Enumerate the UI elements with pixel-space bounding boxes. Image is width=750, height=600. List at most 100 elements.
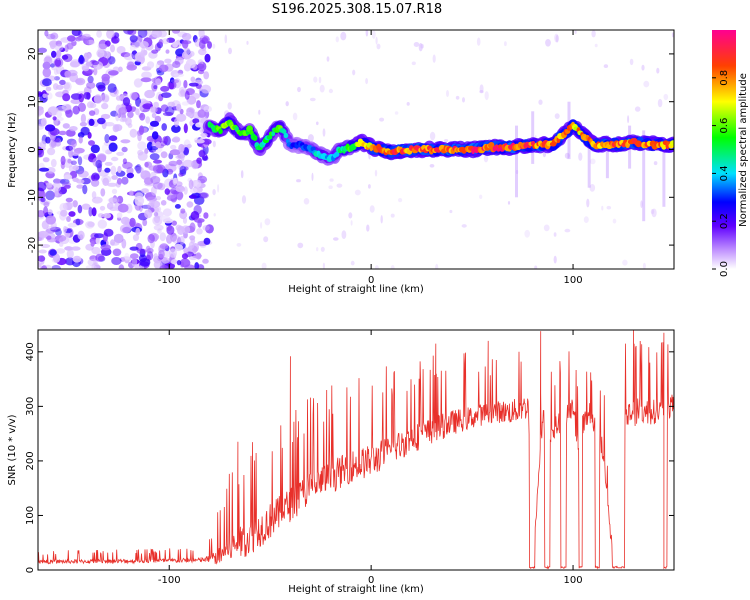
spectrogram-noise-blob (160, 200, 167, 206)
spectrogram-noise-blob (44, 30, 49, 37)
spectrogram-noise-blob (116, 212, 123, 219)
spectrogram-faint-blob (258, 109, 261, 115)
spectrogram-noise-blob (158, 64, 169, 73)
spectrogram-faint-blob (534, 265, 538, 269)
spectrogram-noise-blob (171, 235, 182, 244)
spectrogram-noise-blob (153, 253, 158, 261)
spectrogram-faint-blob (227, 102, 232, 110)
spectrogram-noise-blob (77, 230, 85, 240)
spectrogram-noise-blob (112, 124, 120, 133)
spectrogram-noise-blob (162, 250, 171, 258)
spectrogram-noise-blob (157, 228, 162, 234)
spectrogram-noise-blob (181, 32, 192, 41)
spectrogram-noise-blob (178, 86, 187, 94)
spectrogram-faint-blob (432, 54, 436, 63)
spectrogram-noise-blob (42, 67, 52, 78)
spectrogram-noise-blob (53, 57, 64, 68)
spectrogram-noise-blob (121, 146, 128, 153)
spectrogram-noise-blob (122, 226, 131, 234)
spectrogram-noise-blob (176, 190, 184, 201)
spectrogram-noise-blob (194, 218, 205, 223)
spectrogram-noise-blob (49, 226, 61, 232)
spectrogram-faint-blob (449, 209, 453, 214)
spectrogram-noise-blob (175, 186, 186, 193)
spectrogram-noise-blob (162, 218, 174, 224)
spectrogram-faint-blob (341, 230, 347, 240)
spectrogram-noise-blob (100, 244, 111, 251)
spectrogram-faint-blob (365, 30, 369, 37)
spectrogram-noise-blob (129, 253, 139, 260)
spectrogram-noise-blob (182, 40, 189, 49)
spectrogram-noise-blob (153, 224, 164, 231)
spectrogram-faint-blob (297, 242, 304, 249)
colorbar-tick-label: 0.6 (719, 118, 730, 134)
spectrogram-noise-blob (197, 264, 205, 269)
spectrogram-noise-blob (135, 108, 140, 116)
spectrogram-noise-blob (161, 92, 172, 98)
spectrogram-noise-blob (50, 63, 55, 68)
spectrogram-xtick-label: 0 (368, 275, 374, 286)
spectrogram-noise-blob (55, 234, 67, 242)
spectrogram-noise-blob (127, 111, 134, 119)
spectrogram-noise-blob (64, 44, 69, 53)
spectrogram-noise-blob (78, 136, 83, 144)
spectrogram-noise-blob (118, 264, 125, 269)
spectrogram-noise-blob (172, 177, 178, 185)
spectrogram-noise-blob (110, 44, 115, 53)
spectrogram-noise-blob (111, 36, 120, 44)
spectrogram-noise-blob (108, 135, 118, 142)
spectrogram-faint-blob (671, 32, 674, 38)
spectrogram-noise-blob (112, 248, 122, 257)
snr-ytick-label: 100 (25, 506, 36, 525)
spectrogram-faint-blob (538, 99, 543, 105)
spectrogram-faint-blob (375, 265, 379, 269)
spectrogram-noise-blob (38, 106, 44, 116)
spectrogram-noise-blob (166, 234, 173, 244)
spectrogram-faint-blob (241, 195, 247, 204)
spectrogram-streak (662, 139, 666, 207)
spectrogram-noise-blob (53, 253, 61, 263)
spectrogram-xtick-label: -100 (158, 275, 181, 286)
spectrogram-noise-blob (87, 258, 97, 266)
spectrogram-noise-blob (195, 122, 204, 128)
spectrogram-noise-blob (80, 126, 90, 136)
spectrogram-faint-blob (316, 247, 319, 252)
snr-ytick-label: 400 (25, 342, 36, 361)
spectrogram-noise-blob (135, 164, 142, 174)
spectrogram-noise-blob (66, 249, 74, 259)
spectrogram-noise-blob (144, 209, 153, 219)
spectrogram-faint-blob (398, 198, 403, 203)
spectrogram-noise-blob (120, 139, 131, 144)
spectrogram-noise-blob (168, 160, 178, 167)
spectrogram-faint-blob (411, 61, 416, 66)
spectrogram-noise-blob (129, 190, 134, 196)
spectrogram-faint-blob (240, 170, 244, 179)
spectrogram-noise-blob (108, 142, 118, 152)
spectrogram-noise-blob (117, 203, 129, 213)
spectrogram-noise-blob (139, 112, 146, 121)
spectrogram-faint-blob (555, 34, 559, 43)
spectrogram-noise-blob (42, 93, 47, 99)
spectrogram-noise-blob (153, 159, 162, 164)
colorbar-label: Normalized spectral amplitude (738, 73, 749, 227)
spectrogram-noise-blob (179, 235, 185, 245)
spectrogram-noise-blob (77, 56, 85, 65)
spectrogram-noise-blob (106, 202, 114, 210)
spectrogram-noise-blob (120, 52, 131, 58)
spectrogram-noise-blob (131, 257, 138, 267)
spectrogram-noise-blob (47, 106, 59, 116)
spectrogram-noise-blob (173, 73, 185, 78)
spectrogram-noise-blob (145, 245, 151, 254)
spectrogram-noise-blob (185, 58, 196, 69)
spectrogram-noise-blob (152, 164, 163, 174)
spectrogram-noise-blob (46, 33, 56, 40)
snr-xlabel: Height of straight line (km) (288, 584, 424, 595)
spectrogram-noise-blob (71, 246, 81, 251)
spectrogram-noise-blob (70, 160, 77, 166)
spectrogram-noise-blob (153, 101, 160, 109)
spectrogram-noise-blob (40, 197, 46, 203)
spectrogram-faint-blob (483, 154, 489, 163)
spectrogram-faint-blob (352, 69, 356, 76)
spectrogram-noise-blob (56, 50, 62, 58)
